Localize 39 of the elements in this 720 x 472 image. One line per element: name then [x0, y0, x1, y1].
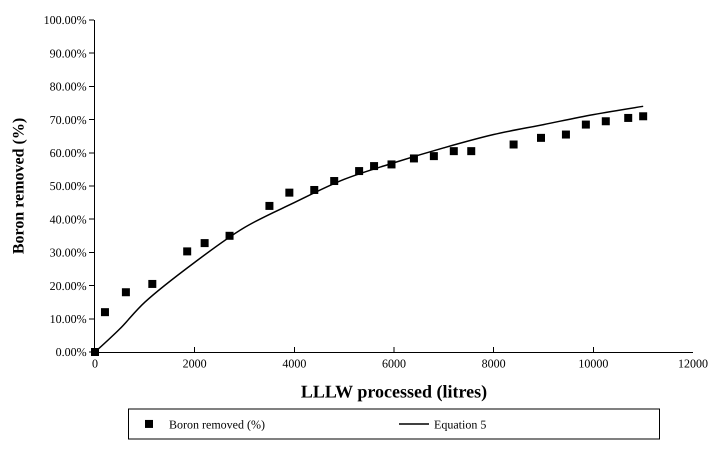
point	[200, 239, 209, 248]
y-tick-label: 60.00%	[50, 146, 87, 160]
point	[562, 130, 570, 139]
point	[510, 140, 518, 148]
y-tick-label: 40.00%	[50, 212, 87, 226]
point	[285, 188, 294, 197]
x-tick-label: 8000	[482, 356, 506, 370]
x-tick-label: 0	[92, 356, 98, 370]
point	[265, 202, 274, 210]
y-tick-label: 50.00%	[50, 179, 87, 194]
y-axis-title: Boron removed (%)	[10, 118, 28, 254]
y-tick-label: 0.00%	[56, 345, 87, 360]
legend-label: Boron removed (%)	[169, 418, 265, 432]
point	[467, 147, 476, 156]
y-tick-label: 80.00%	[50, 80, 87, 94]
point	[624, 114, 632, 122]
x-axis-title: LLLW processed (litres)	[300, 382, 488, 402]
point	[430, 152, 438, 160]
point	[639, 112, 648, 120]
point	[100, 308, 109, 316]
point	[148, 280, 156, 288]
point	[450, 147, 458, 156]
y-tick-label: 100.00%	[44, 13, 87, 28]
y-tick-label: 30.00%	[50, 246, 87, 260]
x-tick-label: 2000	[182, 356, 207, 370]
point	[183, 247, 192, 256]
point	[537, 134, 546, 142]
legend-label: Equation 5	[434, 418, 486, 432]
x-tick-label: 4000	[282, 356, 306, 370]
point	[582, 120, 590, 129]
x-tick-label: 6000	[382, 356, 406, 370]
point	[602, 117, 610, 126]
y-tick-label: 10.00%	[50, 312, 87, 326]
y-tick-label: 70.00%	[50, 112, 87, 127]
point	[122, 288, 130, 296]
x-tick-label: 10000	[578, 356, 608, 370]
y-tick-label: 20.00%	[50, 278, 87, 293]
x-tick-label: 12000	[678, 356, 708, 370]
y-tick-label: 90.00%	[50, 46, 87, 60]
